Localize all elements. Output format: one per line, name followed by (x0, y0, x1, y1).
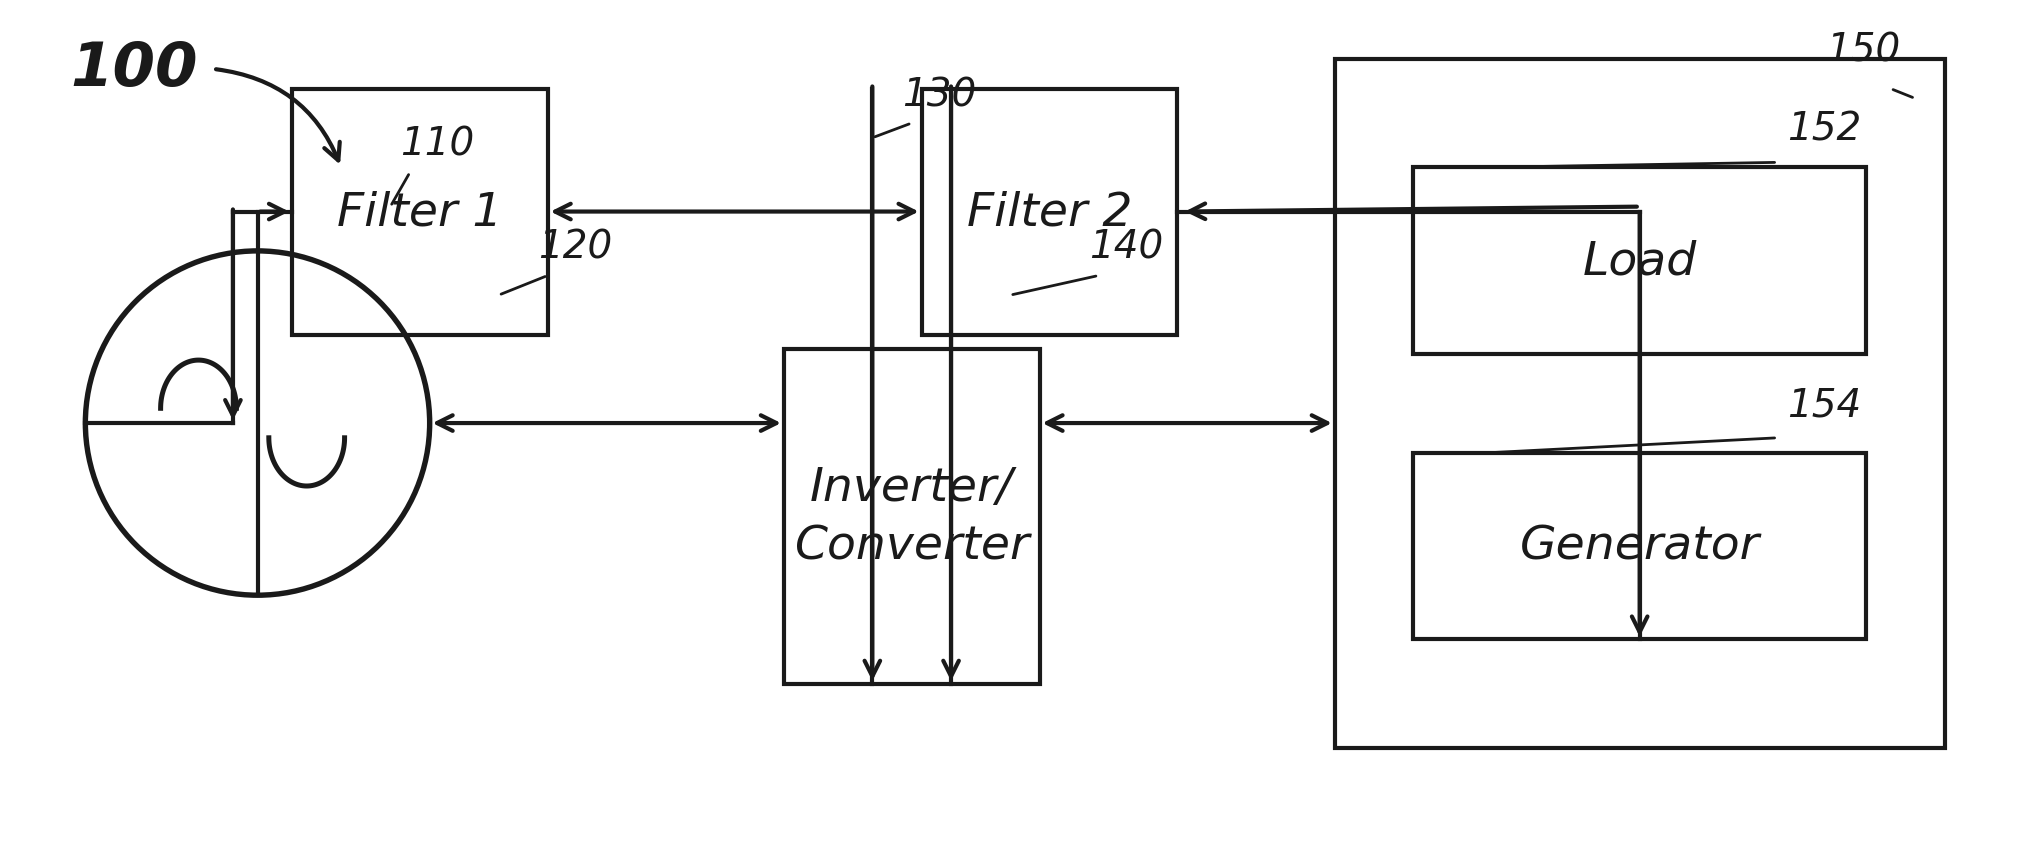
Text: 150: 150 (1826, 32, 1901, 70)
Text: 154: 154 (1788, 386, 1861, 424)
Text: 140: 140 (1090, 229, 1163, 266)
Bar (1414, 168, 1867, 355)
Text: Filter 1: Filter 1 (337, 190, 503, 235)
Text: Generator: Generator (1520, 524, 1759, 569)
Bar (1335, 60, 1944, 748)
Text: 100: 100 (71, 40, 199, 99)
Text: Filter 2: Filter 2 (966, 190, 1132, 235)
Text: Load: Load (1583, 239, 1696, 284)
Bar (921, 90, 1177, 335)
Text: 120: 120 (538, 229, 613, 266)
Bar (783, 350, 1039, 684)
Text: Inverter/
Converter: Inverter/ Converter (793, 465, 1029, 569)
Bar (292, 90, 548, 335)
Text: 152: 152 (1788, 111, 1861, 148)
Bar (1414, 453, 1867, 640)
Text: 110: 110 (400, 125, 475, 163)
Text: 130: 130 (901, 76, 976, 114)
